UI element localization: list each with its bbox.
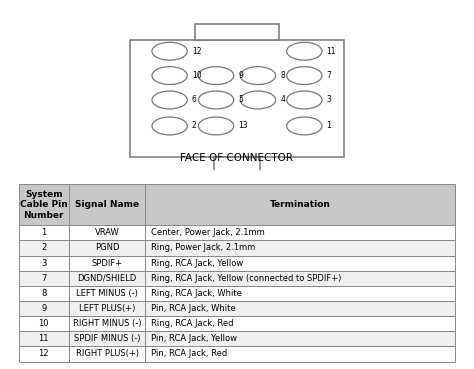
Bar [214, 157, 260, 172]
Text: RIGHT PLUS(+): RIGHT PLUS(+) [75, 349, 138, 359]
Text: Signal Name: Signal Name [75, 200, 139, 209]
Text: SPDIF MINUS (-): SPDIF MINUS (-) [74, 334, 140, 343]
Bar [146, 225, 456, 240]
Ellipse shape [152, 117, 187, 135]
Bar [69, 316, 146, 331]
Text: 12: 12 [38, 349, 49, 359]
Text: Ring, RCA Jack, Yellow: Ring, RCA Jack, Yellow [151, 259, 243, 268]
Ellipse shape [152, 67, 187, 85]
Text: RIGHT MINUS (-): RIGHT MINUS (-) [73, 319, 141, 328]
Ellipse shape [199, 91, 234, 109]
Bar [146, 316, 456, 331]
Ellipse shape [287, 117, 322, 135]
Text: 13: 13 [238, 121, 248, 131]
Bar [146, 301, 456, 316]
Bar [18, 301, 69, 316]
Text: 10: 10 [192, 71, 201, 80]
Bar [18, 271, 69, 286]
Text: Pin, RCA Jack, Red: Pin, RCA Jack, Red [151, 349, 227, 359]
Text: 11: 11 [327, 47, 336, 56]
Bar [18, 184, 69, 225]
Bar [69, 240, 146, 255]
Text: 2: 2 [192, 121, 197, 131]
Bar [195, 24, 279, 40]
Bar [146, 240, 456, 255]
Text: Center, Power Jack, 2.1mm: Center, Power Jack, 2.1mm [151, 228, 264, 237]
Ellipse shape [287, 67, 322, 85]
Bar [146, 184, 456, 225]
Bar [146, 255, 456, 271]
Bar [146, 346, 456, 362]
Ellipse shape [199, 67, 234, 85]
Text: Pin, RCA Jack, Yellow: Pin, RCA Jack, Yellow [151, 334, 237, 343]
Text: 8: 8 [41, 289, 46, 298]
Text: 8: 8 [280, 71, 285, 80]
Ellipse shape [287, 42, 322, 60]
Bar [69, 225, 146, 240]
Text: Ring, RCA Jack, White: Ring, RCA Jack, White [151, 289, 242, 298]
Ellipse shape [199, 117, 234, 135]
Text: 7: 7 [41, 274, 46, 283]
Text: Termination: Termination [270, 200, 331, 209]
Bar [69, 301, 146, 316]
Text: LEFT MINUS (-): LEFT MINUS (-) [76, 289, 138, 298]
Text: System
Cable Pin
Number: System Cable Pin Number [20, 190, 68, 220]
Text: Ring, RCA Jack, Red: Ring, RCA Jack, Red [151, 319, 233, 328]
Text: Ring, Power Jack, 2.1mm: Ring, Power Jack, 2.1mm [151, 244, 255, 252]
Bar [18, 316, 69, 331]
Text: 9: 9 [41, 304, 46, 313]
Text: 11: 11 [38, 334, 49, 343]
Bar [146, 286, 456, 301]
Text: 3: 3 [327, 96, 331, 104]
Text: 5: 5 [238, 96, 243, 104]
Bar [69, 346, 146, 362]
Text: FACE OF CONNECTOR: FACE OF CONNECTOR [181, 153, 293, 163]
Bar [69, 271, 146, 286]
Bar [18, 331, 69, 346]
Ellipse shape [152, 91, 187, 109]
Text: 1: 1 [327, 121, 331, 131]
Text: PGND: PGND [95, 244, 119, 252]
Text: 3: 3 [41, 259, 46, 268]
Bar [146, 331, 456, 346]
Text: Ring, RCA Jack, Yellow (connected to SPDIF+): Ring, RCA Jack, Yellow (connected to SPD… [151, 274, 341, 283]
Ellipse shape [152, 42, 187, 60]
Bar [18, 346, 69, 362]
Bar [18, 240, 69, 255]
Bar [18, 255, 69, 271]
Bar [146, 271, 456, 286]
Bar [69, 184, 146, 225]
Text: 12: 12 [192, 47, 201, 56]
Text: Pin, RCA Jack, White: Pin, RCA Jack, White [151, 304, 236, 313]
Text: 4: 4 [280, 96, 285, 104]
Text: 10: 10 [38, 319, 49, 328]
Bar [69, 331, 146, 346]
Ellipse shape [240, 67, 275, 85]
Bar [18, 225, 69, 240]
Text: 1: 1 [41, 228, 46, 237]
Ellipse shape [240, 91, 275, 109]
Bar [130, 40, 344, 157]
Bar [69, 255, 146, 271]
Text: DGND/SHIELD: DGND/SHIELD [77, 274, 137, 283]
Text: 7: 7 [327, 71, 331, 80]
Bar [18, 286, 69, 301]
Text: 9: 9 [238, 71, 243, 80]
Text: VRAW: VRAW [95, 228, 119, 237]
Text: LEFT PLUS(+): LEFT PLUS(+) [79, 304, 135, 313]
Text: 2: 2 [41, 244, 46, 252]
Text: 6: 6 [192, 96, 197, 104]
Ellipse shape [287, 91, 322, 109]
Text: SPDIF+: SPDIF+ [91, 259, 123, 268]
Bar [69, 286, 146, 301]
